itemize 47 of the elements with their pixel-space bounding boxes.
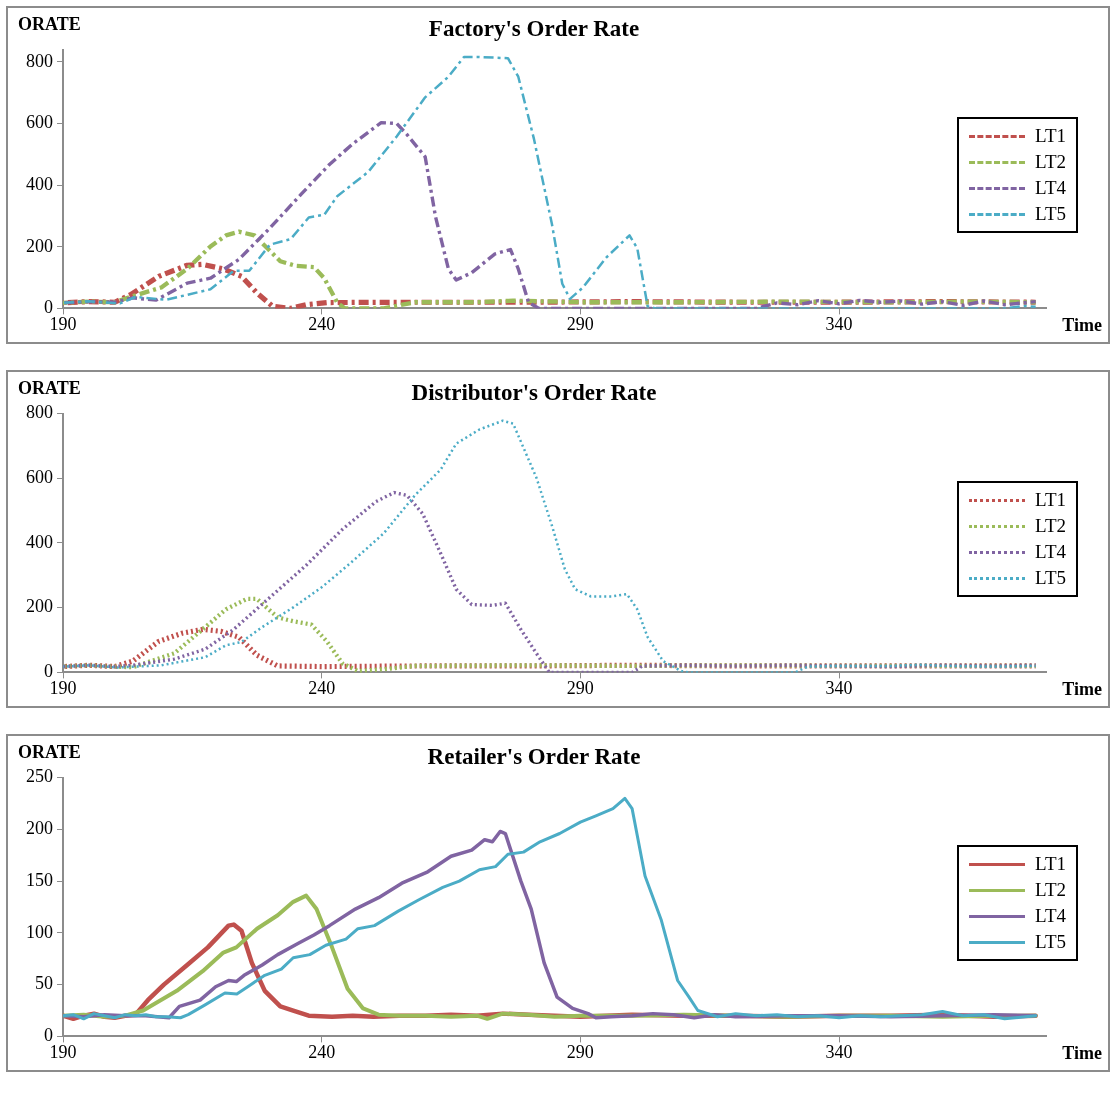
x-tick-label: 240 — [308, 1041, 336, 1062]
y-axis-title: ORATE — [18, 742, 81, 763]
legend-label: LT1 — [1035, 852, 1066, 876]
legend-label: LT4 — [1035, 904, 1066, 928]
x-tick-label: 340 — [825, 677, 853, 698]
x-tick-label: 290 — [566, 313, 594, 334]
y-tick-label: 600 — [26, 467, 53, 488]
legend-label: LT1 — [1035, 488, 1066, 512]
legend-label: LT4 — [1035, 176, 1066, 200]
line-series — [63, 55, 1037, 309]
x-axis-title: Time — [1062, 1043, 1102, 1064]
legend-label: LT5 — [1035, 202, 1066, 226]
x-tick-label: 340 — [825, 1041, 853, 1062]
line-series — [63, 419, 1037, 673]
x-axis-title: Time — [1062, 679, 1102, 700]
y-axis-title: ORATE — [18, 378, 81, 399]
legend-label: LT2 — [1035, 514, 1066, 538]
x-tick-label: 290 — [566, 677, 594, 698]
y-tick-label: 200 — [26, 596, 53, 617]
y-tick-label: 800 — [26, 50, 53, 71]
x-tick-label: 240 — [308, 677, 336, 698]
y-tick-label: 600 — [26, 112, 53, 133]
y-tick-label: 400 — [26, 531, 53, 552]
legend-label: LT5 — [1035, 566, 1066, 590]
chart-title: Distributor's Order Rate — [411, 379, 657, 405]
line-series — [63, 596, 1038, 673]
x-axis-title: Time — [1062, 315, 1102, 336]
x-tick-label: 340 — [825, 313, 853, 334]
x-tick-label: 240 — [308, 313, 336, 334]
y-axis-title: ORATE — [18, 14, 81, 35]
y-tick-label: 200 — [26, 235, 53, 256]
legend-label: LT5 — [1035, 930, 1066, 954]
legend-label: LT1 — [1035, 124, 1066, 148]
y-tick-label: 400 — [26, 173, 53, 194]
legend-label: LT2 — [1035, 150, 1066, 174]
legend-label: LT2 — [1035, 878, 1066, 902]
y-tick-label: 50 — [35, 973, 53, 994]
x-tick-label: 290 — [566, 1041, 594, 1062]
legend-label: LT4 — [1035, 540, 1066, 564]
y-tick-label: 100 — [26, 921, 53, 942]
y-tick-label: 150 — [26, 869, 53, 890]
y-tick-label: 800 — [26, 402, 53, 423]
y-tick-label: 250 — [26, 766, 53, 787]
chart-title: Factory's Order Rate — [428, 15, 640, 41]
chart-title: Retailer's Order Rate — [427, 743, 641, 769]
y-tick-label: 200 — [26, 818, 53, 839]
line-series — [63, 229, 1038, 309]
